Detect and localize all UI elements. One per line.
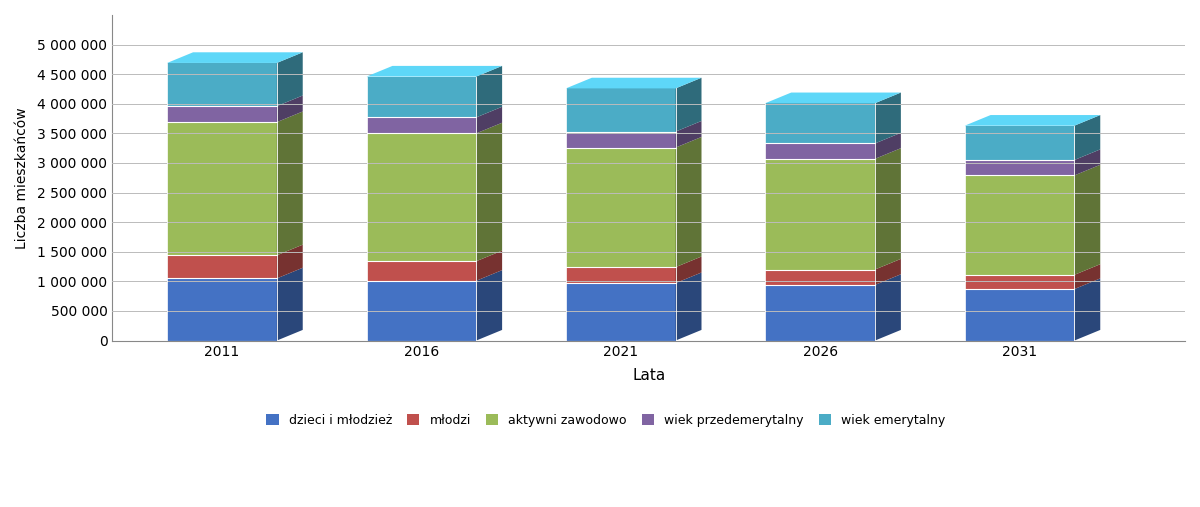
Polygon shape bbox=[965, 289, 1074, 341]
Polygon shape bbox=[965, 275, 1074, 289]
Polygon shape bbox=[766, 143, 875, 159]
Polygon shape bbox=[366, 133, 476, 261]
Polygon shape bbox=[875, 259, 901, 285]
Polygon shape bbox=[366, 281, 476, 341]
Polygon shape bbox=[875, 133, 901, 159]
Polygon shape bbox=[965, 160, 1074, 175]
Polygon shape bbox=[566, 88, 676, 132]
Y-axis label: Liczba mieszkańców: Liczba mieszkańców bbox=[14, 107, 29, 248]
Polygon shape bbox=[167, 278, 277, 341]
Polygon shape bbox=[277, 112, 302, 256]
Polygon shape bbox=[965, 126, 1074, 160]
Polygon shape bbox=[277, 245, 302, 278]
Polygon shape bbox=[566, 267, 676, 283]
Polygon shape bbox=[766, 285, 875, 341]
Polygon shape bbox=[766, 270, 875, 285]
Polygon shape bbox=[1074, 165, 1100, 275]
Polygon shape bbox=[366, 66, 502, 77]
Polygon shape bbox=[766, 103, 875, 143]
Polygon shape bbox=[277, 52, 302, 106]
Legend: dzieci i młodzież, młodzi, aktywni zawodowo, wiek przedemerytalny, wiek emerytal: dzieci i młodzież, młodzi, aktywni zawod… bbox=[262, 409, 950, 432]
X-axis label: Lata: Lata bbox=[632, 368, 665, 383]
Polygon shape bbox=[676, 121, 702, 148]
Polygon shape bbox=[167, 52, 302, 63]
Polygon shape bbox=[366, 118, 476, 133]
Polygon shape bbox=[676, 78, 702, 132]
Polygon shape bbox=[167, 106, 277, 122]
Polygon shape bbox=[366, 77, 476, 118]
Polygon shape bbox=[1074, 115, 1100, 160]
Polygon shape bbox=[476, 66, 502, 118]
Polygon shape bbox=[676, 257, 702, 283]
Polygon shape bbox=[1074, 278, 1100, 341]
Polygon shape bbox=[476, 270, 502, 341]
Polygon shape bbox=[1074, 150, 1100, 175]
Polygon shape bbox=[167, 122, 277, 256]
Polygon shape bbox=[566, 283, 676, 341]
Polygon shape bbox=[875, 274, 901, 341]
Polygon shape bbox=[875, 93, 901, 143]
Polygon shape bbox=[676, 137, 702, 267]
Polygon shape bbox=[476, 250, 502, 281]
Polygon shape bbox=[167, 256, 277, 278]
Polygon shape bbox=[766, 93, 901, 103]
Polygon shape bbox=[277, 95, 302, 122]
Polygon shape bbox=[566, 148, 676, 267]
Polygon shape bbox=[277, 268, 302, 341]
Polygon shape bbox=[875, 148, 901, 270]
Polygon shape bbox=[1074, 264, 1100, 289]
Polygon shape bbox=[676, 272, 702, 341]
Polygon shape bbox=[167, 63, 277, 106]
Polygon shape bbox=[566, 78, 702, 88]
Polygon shape bbox=[476, 123, 502, 261]
Polygon shape bbox=[566, 132, 676, 148]
Polygon shape bbox=[965, 115, 1100, 126]
Polygon shape bbox=[476, 107, 502, 133]
Polygon shape bbox=[965, 175, 1074, 275]
Polygon shape bbox=[366, 261, 476, 281]
Polygon shape bbox=[766, 159, 875, 270]
